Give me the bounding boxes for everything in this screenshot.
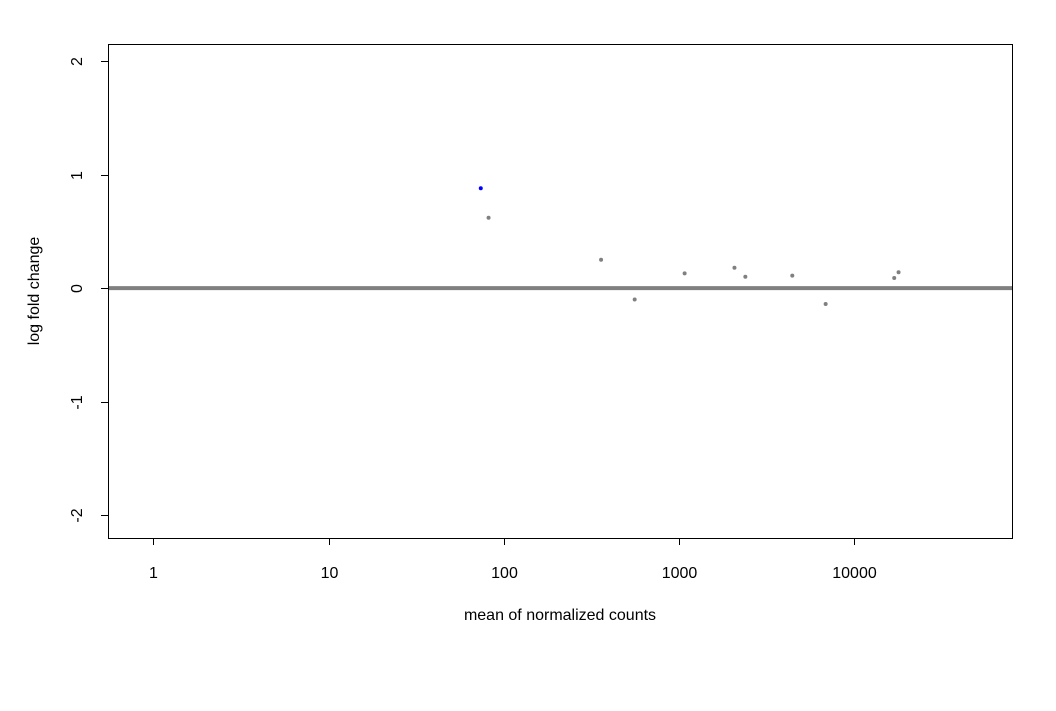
y-tick-label: -1 [69,395,86,409]
x-axis-title: mean of normalized counts [464,607,656,624]
data-point [599,257,604,262]
y-tick-label: 0 [69,284,86,293]
data-point [478,186,483,191]
data-point [632,297,637,302]
x-tick-label: 10 [321,565,339,582]
data-point [790,273,795,278]
data-point [892,275,897,280]
x-axis: 1 10 100 1000 10000 [149,538,877,582]
plot-frame [108,44,1013,539]
x-tick-label: 1 [149,565,158,582]
y-tick-label: 2 [69,57,86,66]
y-tick-label: 1 [69,171,86,180]
data-point [896,270,901,275]
y-tick-label: -2 [69,508,86,522]
y-axis-title: log fold change [26,237,43,346]
x-tick-label: 10000 [832,565,877,582]
data-points [478,186,901,307]
data-point [823,302,828,307]
data-point [682,271,687,276]
x-tick-label: 100 [491,565,518,582]
data-point [743,274,748,279]
data-point [732,265,737,270]
x-tick-label: 1000 [662,565,698,582]
data-point [486,215,491,220]
y-axis: 2 1 0 -1 -2 [69,57,108,523]
